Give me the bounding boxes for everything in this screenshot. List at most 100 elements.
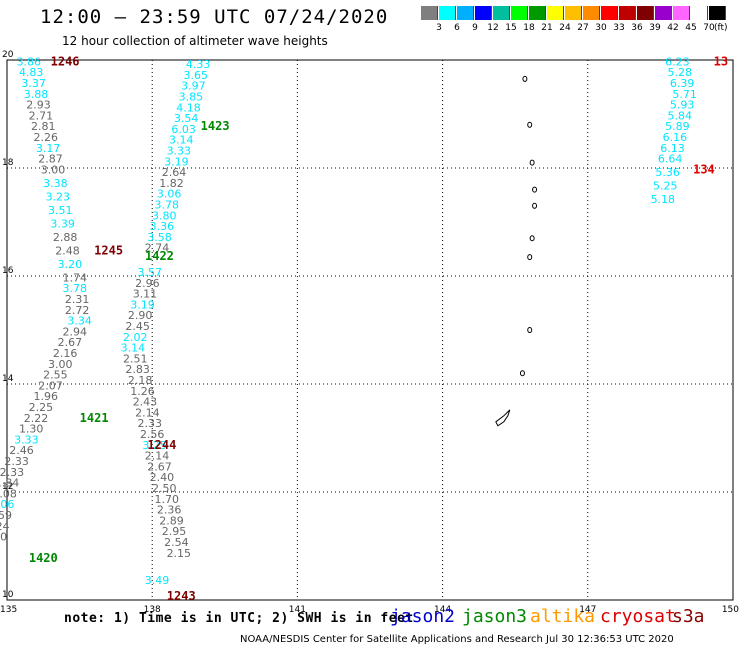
legend-swatch xyxy=(619,6,636,20)
wave-height-label: 5.18 xyxy=(651,193,676,206)
wave-height-label: 2.14 xyxy=(135,406,160,419)
track-time-label: 1244 xyxy=(147,438,176,452)
wave-height-label: 4.33 xyxy=(186,58,211,71)
legend-label: 42 xyxy=(667,23,679,33)
legend-label: 9 xyxy=(472,23,478,33)
track-time-label: 134 xyxy=(693,162,715,176)
wave-height-label: 3.78 xyxy=(63,282,88,295)
wave-height-label: 3.58 xyxy=(147,231,172,244)
wave-height-label: 2.67 xyxy=(147,460,172,473)
wave-height-label: 2.93 xyxy=(26,99,51,112)
legend-swatch xyxy=(547,6,564,20)
legend-swatch xyxy=(511,6,528,20)
legend-label: 3 xyxy=(436,23,442,33)
satellite-cryosat: cryosat xyxy=(600,606,676,627)
track-time-label: 1423 xyxy=(201,119,230,133)
wave-height-label: 2.33 xyxy=(138,417,163,430)
wave-height-label: 3.97 xyxy=(181,80,206,93)
credit-line: NOAA/NESDIS Center for Satellite Applica… xyxy=(240,634,674,645)
wave-height-label: 3.33 xyxy=(167,145,192,158)
wave-height-label: 5.93 xyxy=(670,99,695,112)
island-outline xyxy=(529,159,535,166)
wave-height-label: 2.67 xyxy=(58,336,83,349)
footer-note: note: 1) Time is in UTC; 2) SWH is in fe… xyxy=(64,611,414,626)
wave-height-label: 3.85 xyxy=(179,91,204,104)
wave-height-label: 3.38 xyxy=(43,177,68,190)
wave-height-label: 2.74 xyxy=(145,242,170,255)
island-outline xyxy=(532,202,538,209)
legend-swatch xyxy=(655,6,672,20)
wave-height-label: 3.80 xyxy=(152,209,177,222)
wave-height-label: 2.40 xyxy=(150,471,175,484)
wave-height-label: 1.30 xyxy=(19,423,44,436)
legend-label: 45 xyxy=(685,23,697,33)
wave-height-label: 2.54 xyxy=(164,536,189,549)
wave-height-label: 2.90 xyxy=(128,309,153,322)
wave-height-label: 2.83 xyxy=(125,363,150,376)
wave-height-label: 2.87 xyxy=(38,153,63,166)
y-tick-label: 14 xyxy=(2,374,14,384)
legend-swatch xyxy=(493,6,510,20)
wave-height-label: 2.72 xyxy=(65,304,90,317)
wave-height-label: 2.36 xyxy=(157,504,182,517)
legend-label: 21 xyxy=(541,23,553,33)
legend-label: 6 xyxy=(454,23,460,33)
wave-height-label: 2.45 xyxy=(125,320,150,333)
satellite-altika: altika xyxy=(530,606,596,627)
wave-height-label: 5.89 xyxy=(665,120,690,133)
y-tick-label: 10 xyxy=(2,590,14,600)
track-time-label: 1245 xyxy=(94,243,123,257)
x-tick-label: 144 xyxy=(434,605,451,615)
wave-height-label: 2.88 xyxy=(53,231,78,244)
legend-label: 18 xyxy=(523,23,535,33)
wave-height-label: 3.11 xyxy=(133,288,158,301)
y-tick-label: 20 xyxy=(2,50,14,60)
wave-height-label: 3.54 xyxy=(174,112,199,125)
wave-height-label: 3.23 xyxy=(46,190,71,203)
wave-height-label: 2.22 xyxy=(24,412,49,425)
chart-subtitle: 12 hour collection of altimeter wave hei… xyxy=(62,34,328,48)
wave-height-label: 4.18 xyxy=(176,101,201,114)
wave-height-label: 3.57 xyxy=(138,266,163,279)
legend-swatch xyxy=(673,6,690,20)
wave-height-label: 2.16 xyxy=(53,347,78,360)
legend-label: 30 xyxy=(595,23,607,33)
wave-height-label: 3.49 xyxy=(145,574,170,587)
wave-height-label: 3.65 xyxy=(184,69,209,82)
wave-height-label: 2.95 xyxy=(162,525,187,538)
wave-height-label: 3.25 xyxy=(142,439,167,452)
wave-height-label: 2.26 xyxy=(33,131,58,144)
wave-height-label: 2.24 xyxy=(0,520,10,533)
legend-label: 36 xyxy=(631,23,643,33)
wave-height-label: 3.14 xyxy=(169,134,194,147)
wave-height-label: 2.31 xyxy=(65,293,90,306)
wave-height-label: 1.26 xyxy=(130,385,155,398)
wave-height-label: 2.15 xyxy=(167,547,192,560)
x-tick-label: 138 xyxy=(144,605,161,615)
track-time-label: 1421 xyxy=(80,411,109,425)
wave-height-label: 3.00 xyxy=(48,358,73,371)
wave-height-label: 6.23 xyxy=(665,55,690,68)
x-tick-label: 141 xyxy=(289,605,306,615)
wave-height-label: 2.18 xyxy=(128,374,153,387)
wave-height-label: 3.17 xyxy=(36,142,61,155)
legend-swatch xyxy=(475,6,492,20)
legend-label: 39 xyxy=(649,23,661,33)
island-outline xyxy=(527,327,533,333)
legend-swatch xyxy=(457,6,474,20)
wave-height-label: 0.59 xyxy=(0,509,12,522)
legend-swatch xyxy=(439,6,456,20)
chart-title: 12:00 – 23:59 UTC 07/24/2020 xyxy=(40,6,389,28)
legend-label: 24 xyxy=(559,23,571,33)
wave-height-label: 1.82 xyxy=(159,177,184,190)
wave-height-label: 3.39 xyxy=(50,217,75,230)
wave-height-label: 4.83 xyxy=(19,66,44,79)
legend-swatch xyxy=(709,6,726,20)
wave-height-label: 6.64 xyxy=(658,153,683,166)
wave-height-label: 2.51 xyxy=(123,352,148,365)
track-time-label: 13 xyxy=(714,54,728,68)
wave-height-label: 3.19 xyxy=(130,298,155,311)
wave-height-label: 6.13 xyxy=(660,142,685,155)
wave-height-label: 2.96 xyxy=(135,277,160,290)
